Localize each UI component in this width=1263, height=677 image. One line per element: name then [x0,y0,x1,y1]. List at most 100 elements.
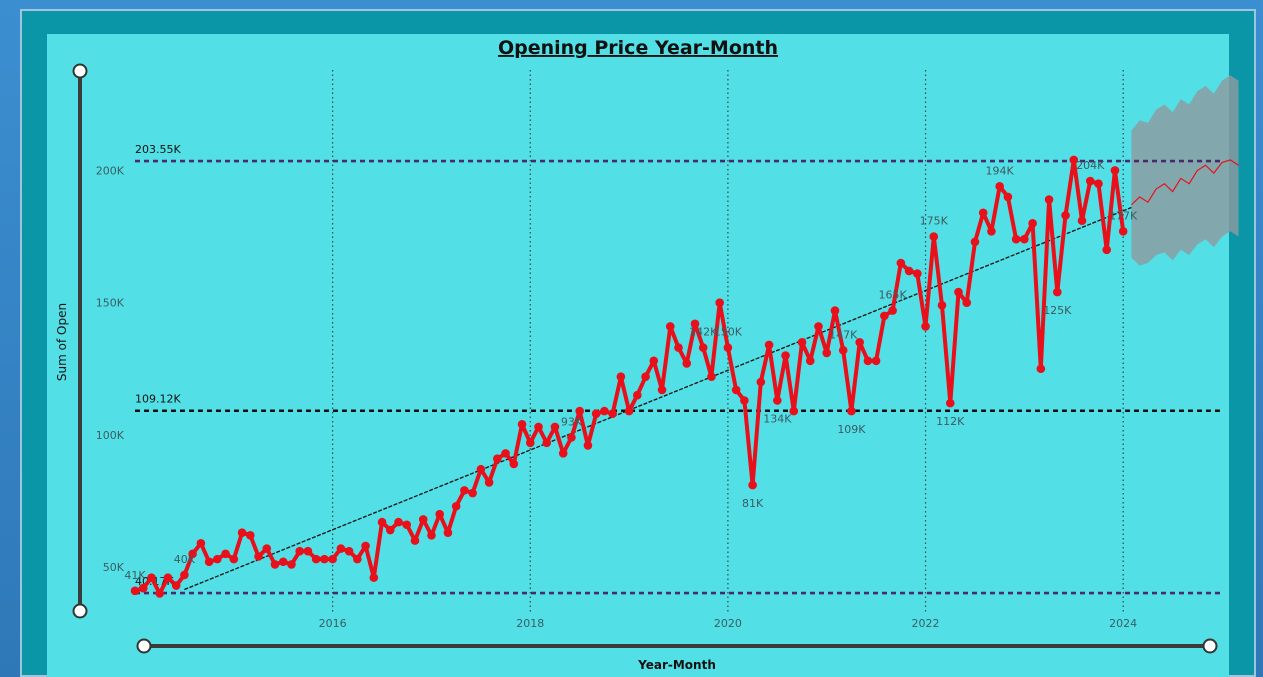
data-point [1118,226,1128,236]
data-label: 112K [936,415,965,428]
data-point [509,459,519,469]
data-label: 142K [689,326,718,339]
data-point [402,520,412,530]
data-label: 40K [174,553,196,566]
data-point [1028,219,1037,228]
x-zoom-slider-right-handle[interactable] [1202,638,1218,654]
data-point [245,531,255,540]
data-point [1061,211,1070,220]
data-point [781,351,790,360]
data-point [797,338,807,347]
data-point [501,449,510,458]
gridlines [332,70,1124,612]
data-point [633,390,642,400]
data-point [937,301,947,310]
data-point [180,570,189,580]
data-point [163,573,173,582]
data-point [583,441,593,450]
data-point [295,546,304,556]
y-tick-label: 200K [96,164,125,177]
data-point [213,554,222,564]
data-label: 194K [986,164,1015,177]
data-point [353,554,362,564]
data-point [649,356,659,366]
data-point [740,396,749,405]
data-point [410,536,420,545]
y-tick-label: 100K [96,429,125,442]
data-label: 81K [742,497,764,510]
reference-line-label: 109.12K [135,393,181,406]
plot-panel [47,34,1229,677]
data-point [1036,364,1046,374]
data-point [138,583,148,593]
data-point [311,554,321,564]
data-point [847,406,856,416]
data-point [534,422,543,432]
data-point [674,343,683,352]
data-label: 177K [1109,209,1138,222]
data-point [147,573,156,582]
y-zoom-slider-top-handle[interactable] [72,63,88,79]
data-point [542,438,552,448]
forecast-confidence-band [1131,75,1239,266]
data-point [558,449,568,458]
data-point [328,554,337,564]
x-tick-label: 2022 [912,617,940,630]
data-point [962,298,972,307]
data-point [221,549,230,559]
data-point [377,517,387,527]
data-point [1110,166,1120,175]
data-point [682,359,692,368]
data-label: 41K [124,569,146,582]
data-point [385,525,395,535]
data-label: 93K [561,416,583,429]
data-point [484,478,494,487]
data-point [1011,234,1021,244]
forecast-band [1131,75,1239,266]
series-group [130,155,1239,598]
data-point [600,406,609,416]
data-point [880,311,889,321]
data-point [970,237,980,247]
data-label: 165K [878,289,907,302]
data-point [830,306,840,315]
data-point [229,554,239,564]
x-tick-label: 2018 [516,617,544,630]
data-point [616,372,626,381]
series-line [133,157,1126,596]
data-point [451,501,461,511]
data-point [130,586,140,596]
data-point [369,573,379,582]
data-point [690,319,700,329]
data-point [303,546,313,556]
y-zoom-slider-bottom-handle[interactable] [72,603,88,619]
data-point [1044,195,1054,204]
data-point [987,226,996,236]
data-point [822,348,832,358]
data-point [435,509,444,519]
data-point [978,208,988,218]
data-point [707,372,716,381]
data-point [418,515,428,524]
data-point [344,546,354,556]
data-point [1094,179,1103,188]
data-point [995,182,1004,191]
data-point [888,306,897,315]
data-point [929,232,939,241]
trend-line-group [184,206,1132,591]
data-point [320,554,329,564]
x-zoom-slider-left-handle[interactable] [136,638,152,654]
data-label: 109K [837,423,866,436]
data-point [1003,192,1013,202]
x-axis-title: Year-Month [637,658,716,672]
data-point [1069,155,1079,165]
data-point [525,438,535,448]
data-point [188,549,197,559]
data-point [904,266,914,276]
data-point [913,269,922,278]
data-point [896,258,906,268]
data-point [723,343,733,352]
data-point [871,356,881,366]
